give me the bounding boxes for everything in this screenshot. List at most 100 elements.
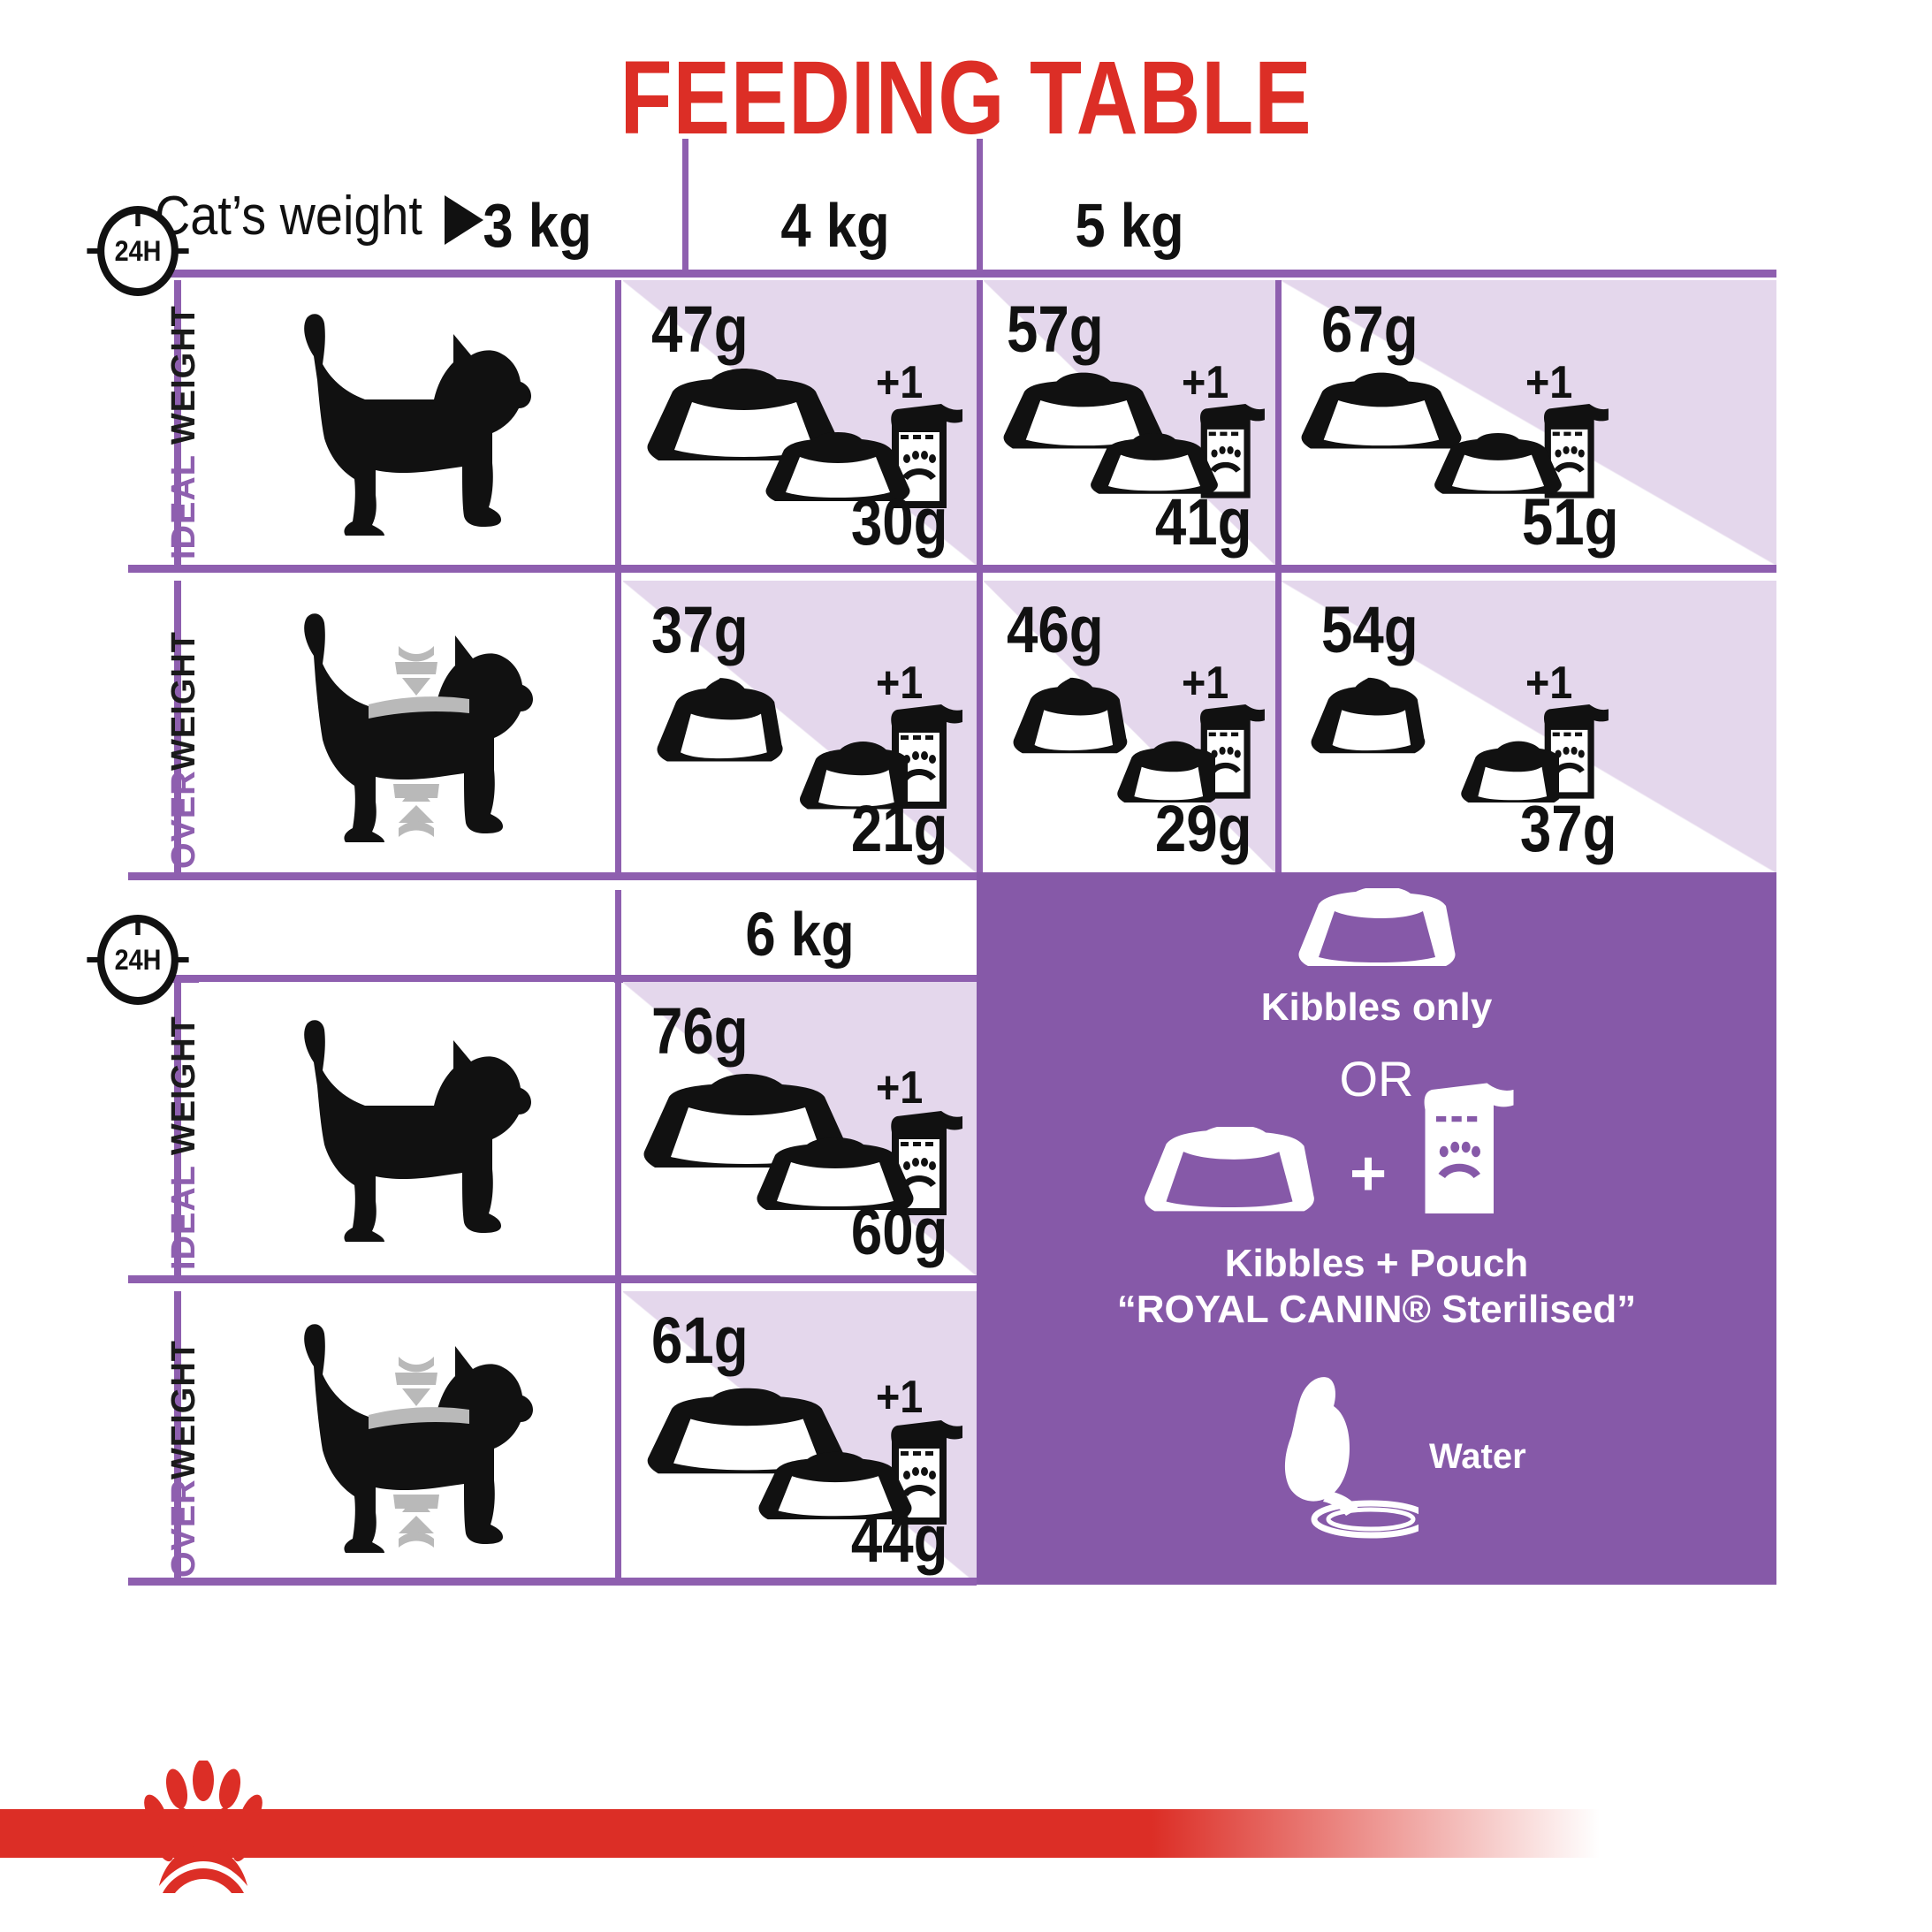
water-pitcher-icon xyxy=(1284,1377,1419,1539)
row-label-ideal-purple: IDEAL xyxy=(165,1165,202,1270)
column-header-3kg: 3 kg xyxy=(483,191,592,260)
pouch-icon xyxy=(1544,704,1609,799)
bowl-large-icon xyxy=(1311,677,1426,754)
footer-red-bar xyxy=(0,1809,1600,1858)
legend-product-name-label: “ROYAL CANIN® Sterilised” xyxy=(1116,1288,1637,1331)
cell-ideal-4kg[interactable]: 57g +1 41g xyxy=(984,280,1275,565)
bowl-small-icon xyxy=(758,1451,912,1520)
clock-tick-left xyxy=(87,957,102,962)
plus-one-label: +1 xyxy=(875,658,924,709)
column-header-4kg: 4 kg xyxy=(780,191,890,260)
kibbles-only-amount: 67g xyxy=(1320,292,1419,366)
plus-one-label: +1 xyxy=(1181,357,1229,408)
bowl-small-icon xyxy=(757,1137,914,1210)
kibbles-only-amount: 47g xyxy=(651,292,749,366)
sidebar-rule-ideal-bottom xyxy=(174,982,181,1275)
badge-24h-label: 24H xyxy=(114,234,162,267)
right-arrow-icon xyxy=(445,195,483,245)
cell-over-5kg[interactable]: 54g +1 37g xyxy=(1282,581,1776,872)
cell-vrule-b xyxy=(977,280,983,872)
cat-weight-label: Cat’s weight xyxy=(155,186,422,247)
pouch-icon xyxy=(891,704,962,809)
clock-tick-right xyxy=(174,248,189,254)
row-label-ideal-purple: IDEAL xyxy=(165,454,202,559)
bowl-small-icon xyxy=(765,432,910,501)
legend-bowl-combo-icon xyxy=(1145,1127,1314,1212)
cat-silhouette-ideal-icon xyxy=(304,314,531,536)
row-label-ideal-black: WEIGHT xyxy=(165,1015,202,1166)
kibbles-only-amount: 61g xyxy=(651,1304,749,1378)
legend-pouch-icon xyxy=(1424,1083,1514,1213)
header-vrule-2 xyxy=(977,139,983,270)
legend-plus-sign: + xyxy=(1350,1138,1388,1209)
cat-illustration-over-top xyxy=(199,581,614,872)
bowl-large-icon xyxy=(657,678,783,762)
kibbles-plus-pouch-amount: 51g xyxy=(1522,484,1619,559)
row-label-overweight-bottom: OVERWEIGHT xyxy=(165,1340,203,1578)
clock-tick-top xyxy=(135,921,141,935)
row-separator-1 xyxy=(128,565,1776,573)
page-title: FEEDING TABLE xyxy=(620,40,1312,156)
legend-bowl-kibbles-icon xyxy=(1298,888,1455,966)
kibbles-plus-pouch-amount: 30g xyxy=(851,484,948,559)
kibbles-only-amount: 46g xyxy=(1007,593,1105,667)
pouch-icon xyxy=(1544,404,1609,498)
header-vrule-1 xyxy=(682,139,688,270)
cell-ideal-3kg[interactable]: 47g +1 30g xyxy=(623,280,977,565)
bowl-small-icon xyxy=(1117,741,1215,803)
legend-kibbles-pouch-label: Kibbles + Pouch xyxy=(1224,1242,1529,1285)
legend-panel: Kibbles only OR + Kibbles + Pouch “ROYAL… xyxy=(977,872,1776,1585)
cell-over-6kg[interactable]: 61g +1 44g xyxy=(623,1291,977,1583)
bowl-large-icon xyxy=(647,369,841,460)
bowl-large-icon xyxy=(1301,372,1462,449)
feeding-table: Cat’s weight 3 kg 4 kg 5 kg 24H IDEAL WE… xyxy=(87,139,1776,1706)
kibbles-plus-pouch-amount: 44g xyxy=(851,1502,948,1577)
cell-over-4kg[interactable]: 46g +1 29g xyxy=(984,581,1275,872)
cell-ideal-6kg[interactable]: 76g +1 60g xyxy=(623,982,977,1275)
plus-one-label: +1 xyxy=(875,1062,924,1114)
badge-24h-label: 24H xyxy=(114,943,162,976)
table-header-row: Cat’s weight 3 kg 4 kg 5 kg xyxy=(128,181,1776,270)
cat-silhouette-ideal-icon xyxy=(304,1020,531,1242)
cat-silhouette-overweight-icon xyxy=(304,613,533,842)
plus-one-label: +1 xyxy=(875,1372,924,1423)
header-bottom-rule xyxy=(128,270,1776,278)
bowl-small-icon xyxy=(1434,432,1562,494)
badge-24h-top: 24H xyxy=(87,206,189,296)
cell-over-3kg[interactable]: 37g +1 21g xyxy=(623,581,977,872)
kibbles-plus-pouch-amount: 41g xyxy=(1154,484,1252,559)
row-label-ideal-black: WEIGHT xyxy=(165,305,202,455)
pouch-icon xyxy=(1200,704,1265,799)
sidebar-rule-over-bottom xyxy=(174,1291,181,1583)
sidebar-rule-ideal xyxy=(174,280,181,565)
bottom-header-rule xyxy=(128,975,977,983)
plus-one-label: +1 xyxy=(875,357,924,408)
plus-one-label: +1 xyxy=(1181,658,1229,709)
cat-illustration-ideal-bottom xyxy=(199,982,614,1275)
kibbles-plus-pouch-amount: 37g xyxy=(1520,792,1617,866)
row-label-ideal-weight: IDEAL WEIGHT xyxy=(165,305,203,559)
row-label-ideal-weight-bottom: IDEAL WEIGHT xyxy=(165,1015,203,1270)
legend-water-label: Water xyxy=(1429,1437,1526,1476)
row-label-over-purple: OVER xyxy=(165,770,202,869)
legend-or-label: OR xyxy=(1339,1051,1414,1107)
row-label-over-purple: OVER xyxy=(165,1479,202,1578)
cat-silhouette-overweight-icon xyxy=(304,1324,533,1553)
pouch-icon xyxy=(891,404,962,508)
bowl-small-icon xyxy=(1461,741,1559,803)
column-header-5kg: 5 kg xyxy=(1075,191,1184,260)
kibbles-plus-pouch-amount: 29g xyxy=(1154,792,1252,866)
plus-one-label: +1 xyxy=(1525,357,1573,408)
kibbles-only-amount: 37g xyxy=(651,593,749,667)
clock-tick-top xyxy=(135,212,141,226)
cat-illustration-over-bottom xyxy=(199,1291,614,1583)
row-label-over-black: WEIGHT xyxy=(165,631,202,771)
table-bottom-rule xyxy=(128,1578,977,1586)
kibbles-plus-pouch-amount: 21g xyxy=(851,792,948,866)
bowl-large-icon xyxy=(1003,372,1164,449)
cell-vrule-a xyxy=(615,280,621,872)
kibbles-only-amount: 76g xyxy=(651,994,749,1069)
bowl-large-icon xyxy=(647,1388,847,1474)
column-header-6kg: 6 kg xyxy=(745,900,855,969)
cell-ideal-5kg[interactable]: 67g +1 51g xyxy=(1282,280,1776,565)
